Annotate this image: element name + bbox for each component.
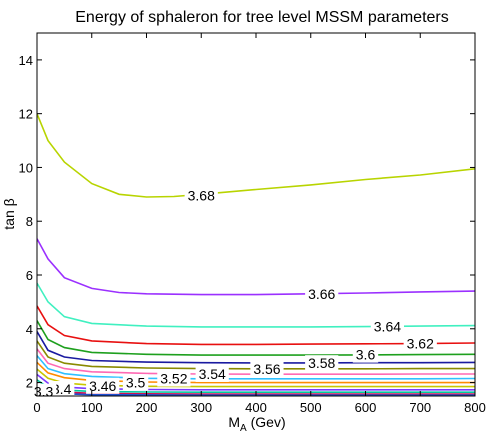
x-tick-label: 100 [81, 400, 103, 415]
contour-label: 3.56 [253, 361, 280, 377]
contour-line-0 [37, 113, 475, 198]
x-tick-label: 700 [409, 400, 431, 415]
contour-label-layer: 3.68 3.66 3.64 3.62 3.6 3.58 3.56 3.54 3.52 3.5 3.… [30, 187, 437, 400]
contour-line-1 [37, 238, 475, 296]
contour-label: 3.4 [52, 381, 72, 397]
contour-label-bg [305, 355, 339, 372]
contour-label: 3.5 [126, 374, 146, 390]
x-tick-label: 0 [33, 400, 40, 415]
plot-area: 3.68 3.66 3.64 3.62 3.6 3.58 3.56 3.54 3.52 3.5 3.… [30, 32, 476, 400]
x-axis-label: MA (Gev) [228, 414, 285, 434]
contour-label-bg [157, 370, 191, 387]
contour-label: 3.64 [374, 319, 401, 335]
contour-label: 3.46 [89, 378, 116, 394]
x-tick-label: 600 [355, 400, 377, 415]
chart-title: Energy of sphaleron for tree level MSSM … [75, 9, 449, 26]
contour-label-bg [370, 318, 404, 335]
x-axis: 0 100 200 300 400 500 600 700 800 [33, 33, 486, 415]
contour-label-bg [305, 285, 339, 302]
y-axis-label: tan β [1, 198, 17, 229]
contour-label: 3.62 [407, 336, 434, 352]
y-tick-label: 6 [26, 268, 33, 283]
x-tick-label: 500 [300, 400, 322, 415]
x-tick-label: 400 [245, 400, 267, 415]
contour-line-3 [37, 305, 475, 346]
contour-label-bg [86, 377, 120, 394]
contour-label-bg [195, 365, 229, 382]
contour-label-bg [184, 187, 218, 204]
contour-label-bg [403, 335, 437, 352]
contour-line-5 [37, 331, 475, 364]
contour-label-bg [352, 346, 379, 363]
y-tick-label: 2 [26, 376, 33, 391]
series-layer [37, 113, 475, 396]
x-tick-label: 200 [136, 400, 158, 415]
contour-label: 3.6 [356, 347, 376, 363]
contour-label-bg [122, 374, 149, 391]
contour-line-9 [37, 361, 475, 384]
x-tick-label: 300 [190, 400, 212, 415]
x-tick-label: 800 [464, 400, 486, 415]
y-tick-label: 4 [26, 322, 33, 337]
contour-label: 3.58 [308, 355, 335, 371]
contour-label: 3.52 [160, 371, 187, 387]
y-tick-label: 14 [19, 53, 33, 68]
contour-label: 3.66 [308, 286, 335, 302]
contour-label: 3.54 [199, 366, 226, 382]
y-tick-label: 10 [19, 160, 33, 175]
y-tick-label: 8 [26, 214, 33, 229]
contour-label: 3.68 [188, 188, 215, 204]
y-axis: 2 4 6 8 10 12 14 [19, 53, 475, 391]
contour-line-4 [37, 320, 475, 356]
y-tick-label: 12 [19, 107, 33, 122]
contour-label-bg [250, 361, 284, 378]
